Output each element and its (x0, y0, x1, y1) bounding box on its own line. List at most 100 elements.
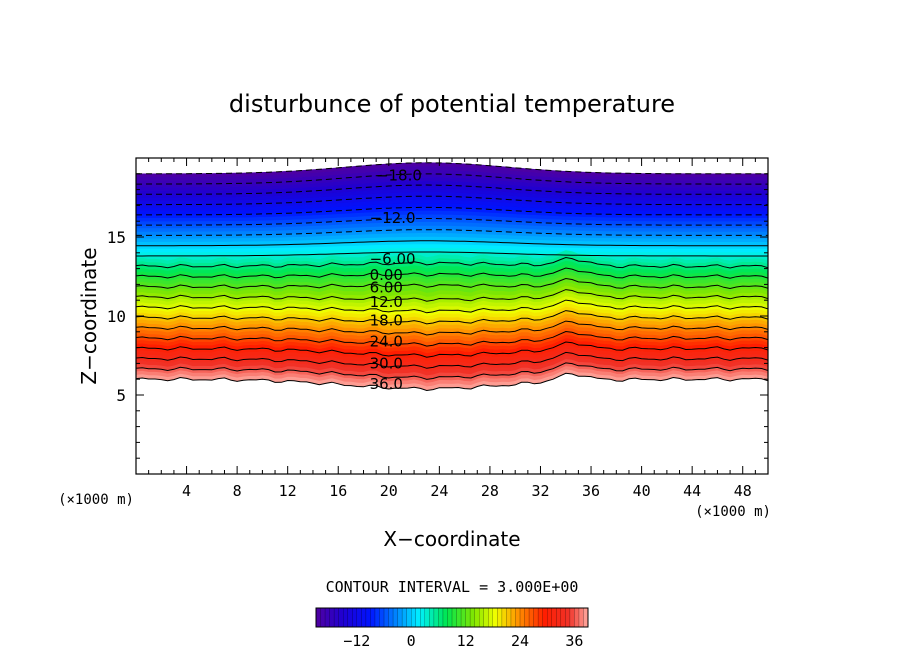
x-tick-label: 40 (633, 482, 651, 500)
contour-interval-label: CONTOUR INTERVAL = 3.000E+00 (326, 578, 579, 596)
y-tick-label: 5 (116, 386, 126, 405)
contour-line (136, 267, 768, 279)
colorbar-segment (556, 608, 562, 627)
contour-line (136, 173, 768, 185)
contour-line (136, 341, 768, 358)
colorbar-segment (465, 608, 471, 627)
colorbar-segment (429, 608, 435, 627)
contour-line (136, 162, 768, 175)
x-unit-left: (×1000 m) (58, 492, 134, 508)
y-tick-label: 10 (107, 307, 126, 326)
contour-label: 24.0 (370, 332, 403, 350)
contour-label: 12.0 (370, 293, 403, 311)
contour-label: 0.00 (370, 266, 403, 284)
colorbar-segment (384, 608, 389, 627)
x-tick-label: 8 (233, 482, 242, 500)
colorbar-segment (379, 608, 385, 627)
colorbar-segment (565, 608, 571, 627)
colorbar-segment (501, 608, 507, 627)
colorbar-tick-label: 24 (511, 632, 529, 650)
contour-line (136, 330, 768, 347)
colorbar-segment (415, 608, 421, 627)
contour-label: 6.00 (370, 279, 403, 297)
colorbar-segment (461, 608, 466, 627)
colorbar-segment (488, 608, 494, 627)
colorbar-segment (329, 608, 335, 627)
contour-label: −18.0 (376, 166, 422, 184)
colorbar-ticks: −12 0 12 24 36 (343, 632, 583, 650)
contour-line (136, 320, 768, 336)
x-tick-label: 48 (734, 482, 752, 500)
colorbar-segment (520, 608, 525, 627)
contour-line (136, 372, 768, 392)
x-unit-right: (×1000 m) (695, 504, 771, 520)
colorbar-segment (316, 608, 321, 627)
contour-line (136, 351, 768, 369)
contour-line-layer (136, 162, 768, 392)
contour-label: 30.0 (370, 354, 403, 372)
colorbar-segment (406, 608, 412, 627)
colorbar-segment (492, 608, 498, 627)
colorbar-segment (442, 608, 448, 627)
contour-line (136, 289, 768, 302)
x-tick-label: 32 (531, 482, 549, 500)
colorbar-segment (452, 608, 457, 627)
colorbar-segment (515, 608, 521, 627)
contour-label: 36.0 (370, 375, 403, 393)
colorbar-segment (470, 608, 475, 627)
contour-line (136, 299, 768, 314)
y-tick-label: 15 (107, 228, 126, 247)
colorbar-tick-label: 36 (565, 632, 583, 650)
colorbar-segment (456, 608, 462, 627)
colorbar-segment (474, 608, 480, 627)
colorbar-tick-label: 12 (457, 632, 475, 650)
colorbar-segment (334, 608, 339, 627)
contour-line (136, 256, 768, 269)
colorbar-segments (315, 608, 589, 627)
colorbar-segment (547, 608, 553, 627)
colorbar-segment (483, 608, 489, 627)
colorbar-segment (542, 608, 548, 627)
colorbar-segment (365, 608, 371, 627)
contour-fill-layer (136, 162, 768, 391)
colorbar-tick-label: 0 (407, 632, 416, 650)
contour-line (136, 229, 768, 236)
colorbar-segment (560, 608, 566, 627)
colorbar-segment (343, 608, 349, 627)
contour-line (136, 251, 768, 257)
colorbar-segment (578, 608, 584, 627)
y-axis-label: Z−coordinate (77, 247, 101, 384)
colorbar-segment (397, 608, 403, 627)
contour-label: −12.0 (370, 209, 416, 227)
colorbar-segment (447, 608, 453, 627)
x-tick-label: 4 (182, 482, 191, 500)
contour-line (136, 195, 768, 206)
colorbar-segment (370, 608, 376, 627)
colorbar-segment (583, 608, 589, 627)
colorbar-segment (356, 608, 362, 627)
colorbar-segment (393, 608, 398, 627)
colorbar-segment (438, 608, 444, 627)
x-tick-label: 20 (380, 482, 398, 500)
contour-line (136, 240, 768, 247)
colorbar-segment (352, 608, 358, 627)
contour-label: −6.00 (370, 250, 416, 268)
x-tick-label: 44 (683, 482, 701, 500)
colorbar-tick-label: −12 (343, 632, 370, 650)
colorbar-frame (315, 607, 589, 628)
colorbar-segment (338, 608, 344, 627)
colorbar-segment (529, 608, 534, 627)
x-tick-label: 16 (329, 482, 347, 500)
colorbar-segment (524, 608, 530, 627)
colorbar-segment (320, 608, 326, 627)
colorbar-segment (388, 608, 394, 627)
colorbar-segment (538, 608, 543, 627)
x-axis-label: X−coordinate (383, 527, 520, 551)
chart-title: disturbunce of potential temperature (229, 90, 675, 118)
colorbar-segment (347, 608, 353, 627)
colorbar-segment (374, 608, 380, 627)
colorbar-segment (420, 608, 426, 627)
